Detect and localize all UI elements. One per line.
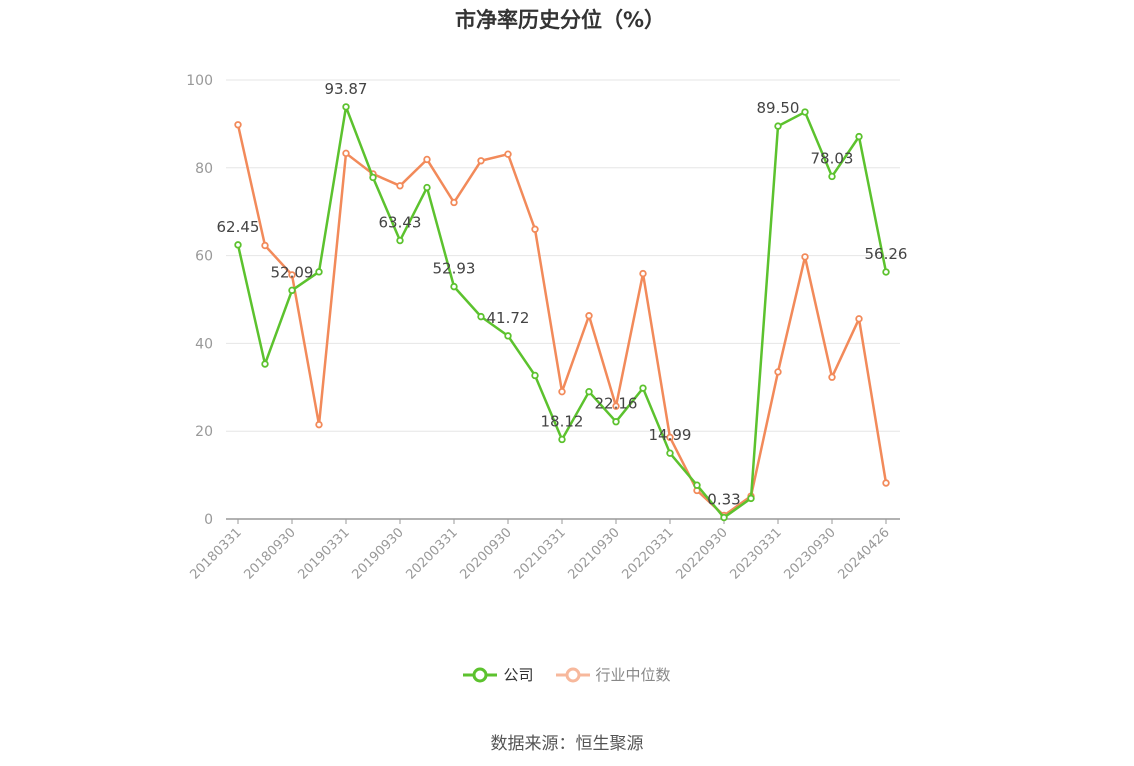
company-data-point [342,103,350,111]
x-tick-label: 20180331 [187,525,244,582]
industry-data-point [828,373,836,381]
industry-legend-marker-icon [555,667,590,682]
company-data-label: 52.93 [433,260,476,278]
company-data-point [828,172,836,181]
x-tick-label: 20190331 [295,525,352,582]
industry-data-point [315,420,323,429]
legend-label-company: 公司 [503,666,534,684]
y-tick-label: 0 [204,512,213,528]
industry-data-point [261,241,269,250]
company-data-point [720,513,728,522]
y-tick-label: 60 [195,249,213,265]
company-data-point [882,268,890,276]
company-data-point [531,371,539,380]
legend-item-company[interactable]: 公司 [463,664,534,685]
company-data-point [288,286,296,295]
company-data-point [450,282,458,291]
company-data-point [801,108,809,116]
industry-data-point [855,315,863,323]
company-data-label: 78.03 [811,149,854,167]
x-tick-label: 20210331 [511,525,568,582]
company-data-point [693,481,701,489]
company-data-label: 52.09 [271,263,314,281]
x-tick-label: 20200331 [403,525,460,582]
industry-series-line [236,124,888,517]
y-tick-label: 80 [195,161,213,177]
y-tick-label: 20 [195,424,213,440]
y-tick-label: 100 [186,73,213,89]
industry-data-point [450,198,458,207]
company-data-label: 63.43 [379,214,422,232]
industry-data-point [423,155,431,164]
industry-data-point [639,269,647,278]
company-data-label: 18.12 [541,412,584,430]
industry-data-point [666,433,674,442]
company-data-point [369,173,377,182]
chart-title: 市净率历史分位（%） [454,8,666,32]
grid-lines [226,79,900,432]
x-tick-label: 20180930 [241,525,298,582]
company-series-line [236,105,888,519]
industry-data-point [342,149,350,158]
series-lines [234,103,890,522]
axes: 0 20 40 60 80 100 2018033120180930201903312019… [186,73,900,583]
company-data-label: 89.50 [757,99,800,117]
x-tick-label: 20190930 [349,525,406,582]
industry-data-point [477,157,485,165]
industry-data-point [585,312,593,320]
company-data-point [315,268,323,276]
company-data-point [666,449,674,457]
industry-data-point [288,271,296,279]
company-data-point [504,332,512,340]
x-tick-label: 20220331 [619,525,676,582]
company-data-label: 41.72 [487,309,530,327]
company-data-point [558,435,566,444]
legend: 公司 行业中位数 [0,664,1134,685]
industry-data-point [882,479,890,487]
x-tick-label: 20240426 [835,525,892,582]
industry-data-point [531,225,539,233]
company-data-label: 22.16 [595,395,638,413]
x-tick-label: 20230930 [781,525,838,582]
company-data-label: 0.33 [707,491,740,509]
x-tick-label: 20230331 [727,525,784,582]
data-labels: 62.45 52.09 93.87 63.43 52.93 41.72 18.12 22.16… [217,80,908,509]
company-data-point [234,241,242,249]
company-data-point [261,360,269,368]
x-tick-label: 20200930 [457,525,514,582]
industry-data-point [558,387,566,396]
data-source-note: 数据来源：恒生聚源 [490,734,644,754]
company-data-point [855,132,863,141]
x-tick-label: 20220930 [673,525,730,582]
company-data-point [639,384,647,392]
legend-item-industry[interactable]: 行业中位数 [555,664,671,685]
company-data-label: 14.99 [649,426,692,444]
company-data-point [423,183,431,192]
company-data-point [477,312,485,321]
legend-label-industry: 行业中位数 [595,666,671,684]
industry-data-point [504,150,512,158]
company-data-label: 62.45 [217,218,260,236]
company-data-point [747,494,755,503]
industry-data-point [234,121,242,129]
x-tick-label: 20210930 [565,525,622,582]
company-data-label: 93.87 [325,80,368,98]
industry-data-point [396,182,404,190]
industry-data-point [612,402,620,410]
industry-data-point [801,253,809,261]
company-data-label: 56.26 [865,245,908,263]
industry-data-point [774,368,782,376]
y-tick-label: 40 [195,336,213,352]
company-data-point [774,122,782,130]
company-legend-marker-icon [463,667,498,682]
company-data-point [585,387,593,396]
company-data-point [396,236,404,245]
company-data-point [612,418,620,426]
